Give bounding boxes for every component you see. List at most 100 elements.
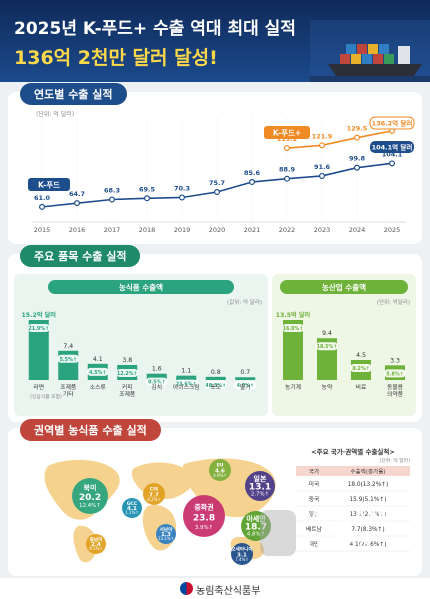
region-rate: 1.1%↑ xyxy=(125,510,139,515)
region-rate: 7.4%↑ xyxy=(235,557,249,562)
bar xyxy=(28,320,49,380)
hero-banner: 2025년 K-푸드+ 수출 역대 최대 실적 136억 2천만 달러 달성! xyxy=(0,0,430,82)
category-label: 커피 xyxy=(122,383,133,391)
year-tick-label: 2023 xyxy=(314,226,331,234)
rate-badge xyxy=(175,379,198,388)
category-label: 김치 xyxy=(151,383,162,391)
data-label: 85.6 xyxy=(244,169,261,177)
rate-badge xyxy=(316,342,338,351)
region-rate: 13.1%↑ xyxy=(158,536,174,541)
region-value: 13.1 xyxy=(249,482,271,492)
region-name: 서남아 xyxy=(160,526,173,533)
svg-text:K-푸드: K-푸드 xyxy=(38,181,60,190)
bar xyxy=(176,375,197,380)
data-point xyxy=(144,195,151,202)
region-bubble xyxy=(143,483,165,505)
year-tick-label: 2022 xyxy=(279,226,296,234)
year-tick-label: 2016 xyxy=(69,226,86,234)
data-point xyxy=(249,179,256,186)
bar-value-label: 4.5 xyxy=(356,352,366,359)
data-point xyxy=(108,196,115,203)
region-value: 18.7 xyxy=(245,522,267,532)
section-title-items: 주요 품목 수출 실적 xyxy=(20,245,141,267)
table-cell-value: 18.0(13.2%↑) xyxy=(348,481,389,488)
series-line-kfoodplus xyxy=(286,130,393,149)
rate-badge-label: 8.2%↑ xyxy=(352,366,369,372)
bar-value-label: 0.7 xyxy=(240,369,250,376)
table-unit: (단위: 억 달러) xyxy=(380,457,411,464)
kfood-total-callout: 104.1억 달러 xyxy=(370,141,414,153)
table-cell-value: 4.1(22.6%↑) xyxy=(349,541,386,548)
table-cell-country: 일본 xyxy=(309,510,320,518)
rate-badge-label: 18.5%↑ xyxy=(317,344,338,350)
agri-industry-title: 농산업 수출액 xyxy=(322,282,366,292)
rate-badge-label: 23.6%↑ xyxy=(176,382,197,388)
region-bubble xyxy=(156,524,176,544)
data-label: 68.3 xyxy=(104,187,120,195)
main-title: 2025년 K-푸드+ 수출 역대 최대 실적 xyxy=(14,19,296,39)
region-name: 북미 xyxy=(84,483,97,492)
region-rate: 12.4%↑ xyxy=(79,503,101,509)
bar-value-label: 3.3 xyxy=(390,357,400,364)
data-point xyxy=(214,189,221,196)
category-label: 농기계 xyxy=(285,383,301,391)
table-cell-value: 7.7(8.3%↑) xyxy=(351,526,384,533)
section-item-exports: 주요 품목 수출 실적 농식품 수출액 농산업 수출액 (값위: 억 달러) (… xyxy=(8,245,422,422)
region-bubble xyxy=(209,459,231,481)
region-name: 중남미 xyxy=(90,536,103,543)
svg-text:104.1억 달러: 104.1억 달러 xyxy=(372,143,413,152)
bar xyxy=(283,320,303,380)
data-point xyxy=(389,160,396,167)
category-label: 조제품 xyxy=(60,383,77,391)
bar-value-label: 7.4 xyxy=(63,343,73,350)
category-label: 라면 xyxy=(33,383,44,391)
data-point xyxy=(354,134,361,141)
region-name: GCC xyxy=(127,501,138,507)
data-label: 119.2 xyxy=(277,135,298,143)
category-label: 농약 xyxy=(322,383,333,391)
main-subtitle: 136억 2천만 달러 달성! xyxy=(14,47,218,69)
rate-badge-label: 21.9%↑ xyxy=(28,326,49,332)
region-value: 23.8 xyxy=(193,514,215,524)
item-export-bar-charts: 농식품 수출액 농산업 수출액 (값위: 억 달러) (단위: 억달러) (인삼… xyxy=(14,274,416,416)
rate-badge-label: 48.3%↑ xyxy=(205,383,226,389)
data-label: 75.7 xyxy=(209,179,225,187)
rate-badge-label: 0.5%↑ xyxy=(148,380,165,386)
data-label: 91.6 xyxy=(314,163,331,171)
agri-panel xyxy=(14,274,268,416)
region-name: EU xyxy=(217,462,224,468)
region-bubble xyxy=(122,498,142,518)
cargo-ship-icon xyxy=(310,20,430,82)
region-rate: 2.7%↑ xyxy=(251,491,269,497)
year-tick-label: 2021 xyxy=(244,226,261,234)
bar xyxy=(205,376,226,380)
region-rate: 3.9%↑ xyxy=(195,525,213,531)
kfoodplus-series-tag: K-푸드+ xyxy=(264,126,310,139)
bar-value-label: 0.8 xyxy=(211,369,221,376)
region-bubble xyxy=(245,471,275,501)
table-cell-country: 베트남 xyxy=(306,525,323,533)
rate-badge xyxy=(350,364,372,372)
region-bubble xyxy=(231,543,253,565)
rate-badge xyxy=(27,324,50,332)
data-label: 104.1 xyxy=(382,150,403,158)
table-cell-country: 중국 xyxy=(309,496,320,503)
region-rate: 4.9%↑ xyxy=(213,473,227,478)
region-bubble xyxy=(86,534,106,554)
data-point xyxy=(354,164,361,171)
region-name: 아세안 xyxy=(246,514,266,523)
bar-value-label: 3.8 xyxy=(122,357,132,364)
region-value: 2.4 xyxy=(91,542,101,548)
bar xyxy=(146,373,167,380)
region-rate: 4.2%↑ xyxy=(147,497,161,502)
ministry-name: 농림축산식품부 xyxy=(196,586,261,597)
region-bubble xyxy=(241,511,271,541)
data-label: 61.0 xyxy=(34,194,51,202)
ramen-note: (인삼식품 포함) xyxy=(30,393,62,400)
data-label: 121.9 xyxy=(312,132,333,140)
rate-badge xyxy=(145,377,168,386)
rate-badge xyxy=(234,381,257,390)
bar-value-label: 4.1 xyxy=(93,356,103,363)
table-cell-value: 15.9(5.1%↑) xyxy=(349,496,386,503)
